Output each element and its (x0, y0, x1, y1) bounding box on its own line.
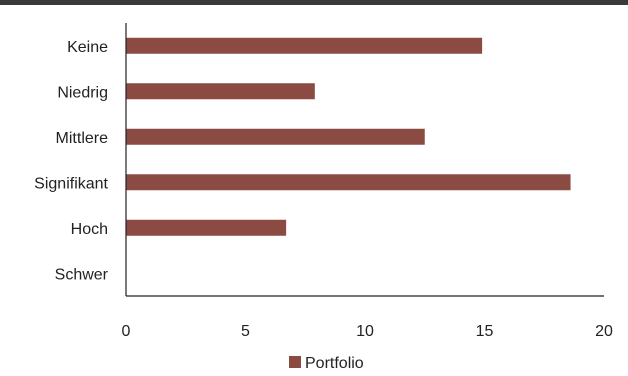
bar-keine (126, 37, 483, 54)
bar-mittlere (126, 128, 425, 145)
category-label-niedrig: Niedrig (57, 84, 108, 101)
bar-signifikant (126, 174, 571, 191)
legend-label-portfolio: Portfolio (305, 355, 364, 372)
bar-hoch (126, 219, 287, 236)
top-rule (0, 0, 628, 5)
category-label-hoch: Hoch (71, 221, 108, 238)
category-labels: Keine Niedrig Mittlere Signifikant Hoch Schwe… (34, 39, 108, 284)
x-tick-labels: 0 5 10 15 20 (122, 323, 613, 340)
category-label-schwer: Schwer (55, 266, 109, 283)
x-tick-label-20: 20 (595, 323, 613, 340)
category-label-mittlere: Mittlere (56, 130, 109, 147)
x-tick-label-0: 0 (122, 323, 131, 340)
legend: Portfolio (289, 355, 364, 372)
legend-swatch-portfolio (289, 356, 301, 368)
bars-group (126, 37, 571, 236)
x-tick-label-15: 15 (476, 323, 494, 340)
category-label-keine: Keine (67, 39, 108, 56)
x-tick-label-5: 5 (241, 323, 250, 340)
x-tick-label-10: 10 (356, 323, 374, 340)
bar-niedrig (126, 83, 315, 100)
category-label-signifikant: Signifikant (34, 175, 108, 192)
